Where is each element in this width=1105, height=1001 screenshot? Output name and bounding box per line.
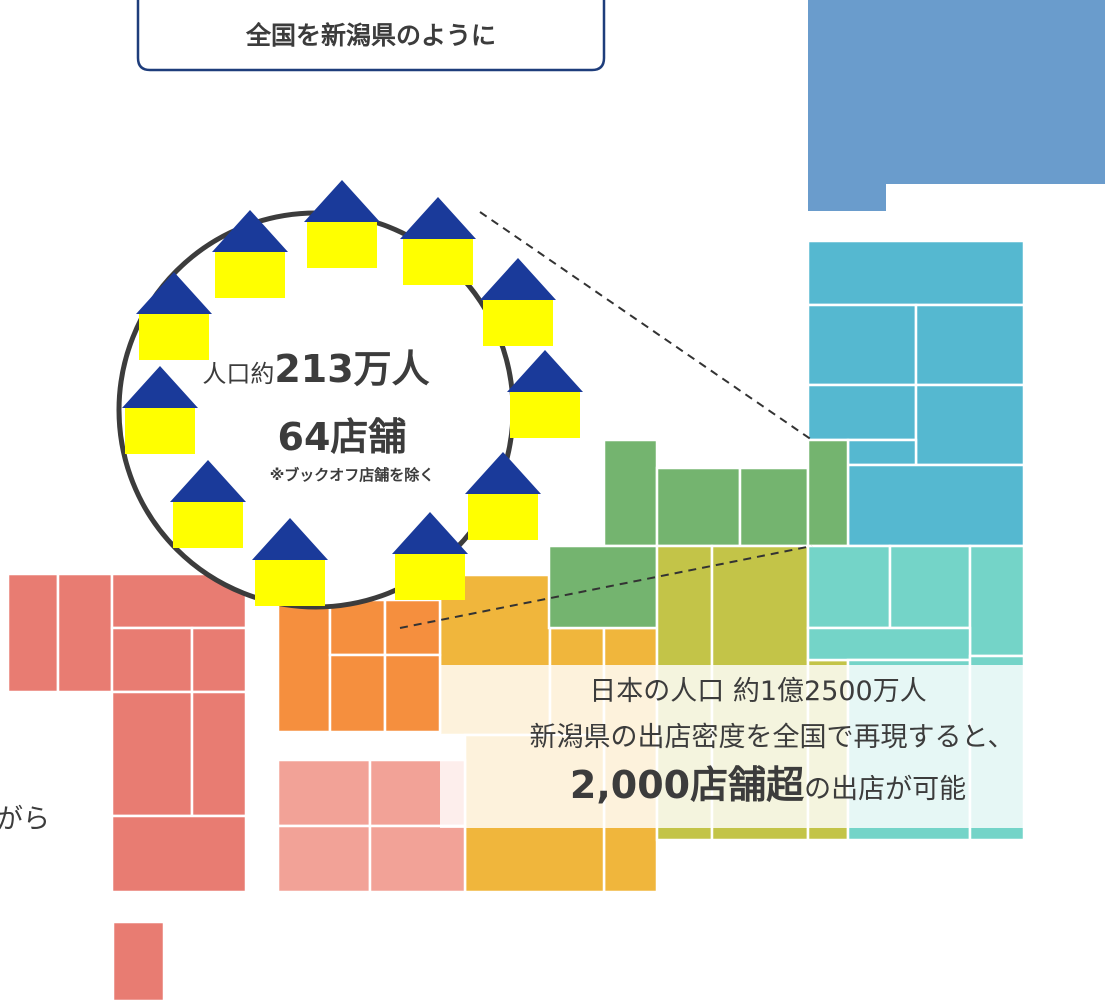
house-roof	[480, 258, 556, 300]
summary-suffix: の出店が可能	[804, 774, 966, 805]
house-roof	[400, 197, 476, 239]
store-icon	[400, 197, 476, 285]
house-body	[215, 250, 285, 298]
store-icon	[392, 512, 468, 600]
title-box	[136, 0, 606, 72]
house-body	[255, 558, 325, 606]
zoom-line	[399, 545, 813, 629]
house-roof	[465, 452, 541, 494]
house-roof	[304, 180, 380, 222]
map-region	[276, 758, 467, 894]
store-icon	[252, 518, 328, 606]
summary-line: 日本の人口 約1億2500万人	[589, 676, 926, 707]
house-body	[483, 298, 553, 346]
population-value: 213万人	[274, 347, 429, 391]
house-body	[395, 552, 465, 600]
store-icon	[465, 452, 541, 540]
house-body	[468, 492, 538, 540]
japan-map	[6, 0, 1105, 1001]
house-roof	[122, 366, 198, 408]
house-roof	[170, 460, 246, 502]
house-roof	[136, 272, 212, 314]
store-icon	[170, 460, 246, 548]
house-body	[510, 390, 580, 438]
summary-box	[440, 665, 1105, 828]
house-roof	[507, 350, 583, 392]
house-body	[139, 312, 209, 360]
note: ※ブックオフ店舗を除く	[270, 466, 435, 484]
summary-line: 新潟県の出店密度を全国で再現すると、	[530, 722, 1015, 753]
house-roof	[212, 210, 288, 252]
summary-line: 2,000店舗超の出店が可能	[570, 763, 966, 807]
map-region	[806, 239, 1026, 548]
house-body	[307, 220, 377, 268]
house-body	[403, 237, 473, 285]
cut-off-text: がら	[0, 804, 50, 835]
population: 人口約213万人	[202, 347, 429, 391]
summary-highlight: 2,000店舗超	[570, 763, 805, 807]
store-icon	[480, 258, 556, 346]
house-roof	[252, 518, 328, 560]
map-region	[808, 0, 1105, 184]
store-count: 64店舗	[278, 415, 407, 459]
map-region	[276, 598, 442, 734]
store-icon	[136, 272, 212, 360]
house-body	[125, 406, 195, 454]
store-icons	[122, 180, 583, 606]
population-prefix: 人口約	[202, 360, 274, 388]
store-icon	[212, 210, 288, 298]
house-body	[173, 500, 243, 548]
store-icon	[304, 180, 380, 268]
map-region	[808, 180, 886, 211]
store-icon	[122, 366, 198, 454]
title: 全国を新潟県のように	[245, 21, 496, 50]
map-region	[6, 572, 248, 1001]
house-roof	[392, 512, 468, 554]
store-icon	[507, 350, 583, 438]
zoom-line	[479, 211, 813, 441]
